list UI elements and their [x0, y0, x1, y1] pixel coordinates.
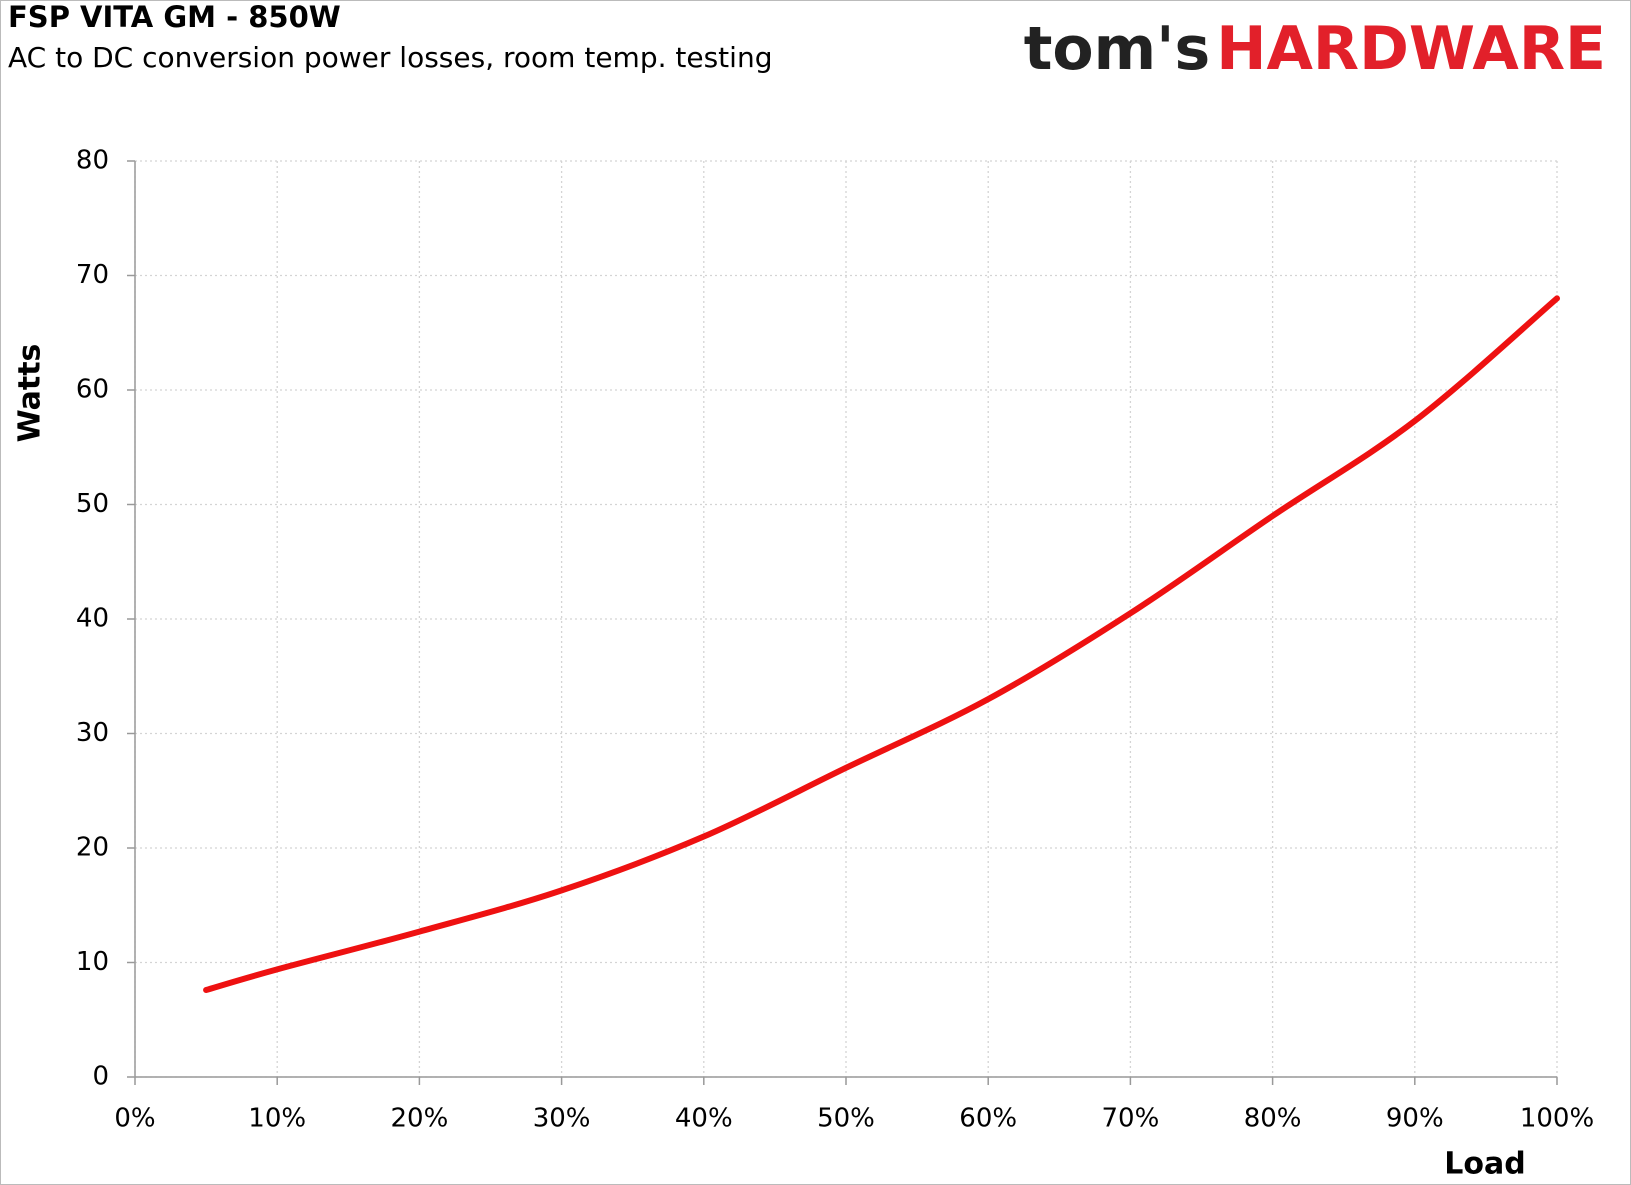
y-tick-label: 40	[76, 604, 109, 634]
x-tick-label: 10%	[248, 1104, 306, 1134]
x-tick-label: 80%	[1244, 1104, 1302, 1134]
x-tick-label: 50%	[817, 1104, 875, 1134]
y-tick-label: 80	[76, 146, 109, 176]
logo-left: tom's	[1024, 14, 1211, 84]
chart-subtitle: AC to DC conversion power losses, room t…	[8, 41, 772, 74]
y-tick-label: 10	[76, 947, 109, 977]
x-tick-label: 60%	[959, 1104, 1017, 1134]
x-tick-label: 70%	[1102, 1104, 1160, 1134]
chart-title: FSP VITA GM - 850W	[8, 0, 341, 34]
x-tick-label: 30%	[533, 1104, 591, 1134]
y-tick-label: 20	[76, 833, 109, 863]
y-tick-label: 50	[76, 489, 109, 519]
x-tick-label: 90%	[1386, 1104, 1444, 1134]
x-axis-label: Load	[1444, 1147, 1525, 1182]
logo-right: HARDWARE	[1216, 14, 1606, 84]
x-tick-label: 40%	[675, 1104, 733, 1134]
y-tick-label: 0	[92, 1062, 109, 1092]
y-axis-label: Watts	[13, 344, 48, 443]
y-tick-label: 70	[76, 260, 109, 290]
y-tick-label: 60	[76, 375, 109, 405]
logo: tom's HARDWARE	[1024, 14, 1606, 84]
x-tick-label: 0%	[114, 1104, 155, 1134]
x-tick-label: 20%	[391, 1104, 449, 1134]
x-tick-label: 100%	[1520, 1104, 1594, 1134]
data-line	[203, 295, 1560, 993]
y-tick-label: 30	[76, 718, 109, 748]
